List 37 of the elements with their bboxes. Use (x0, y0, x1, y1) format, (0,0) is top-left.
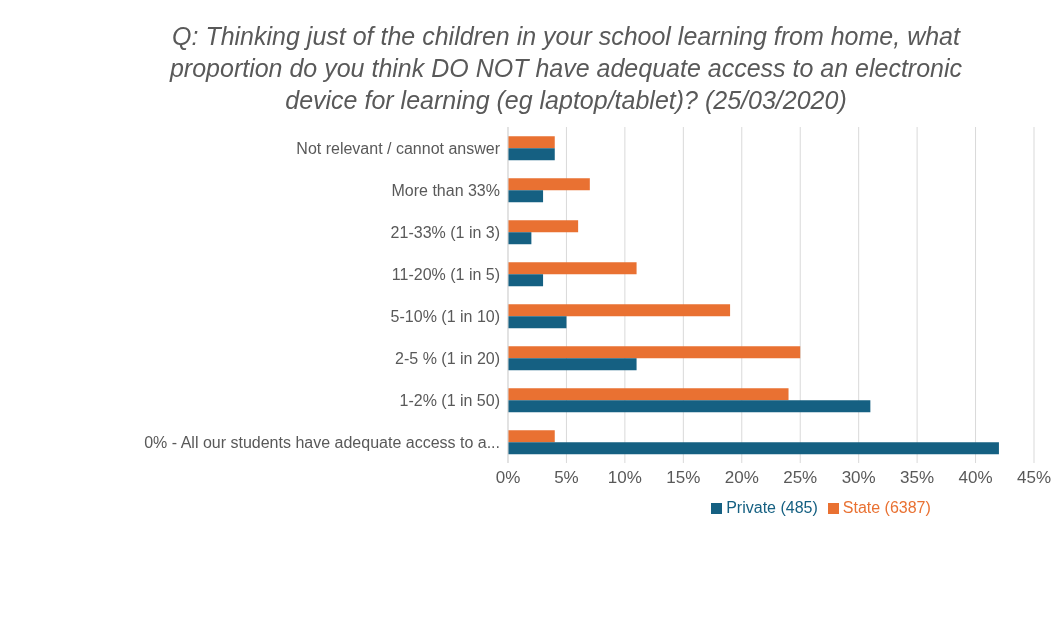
bar (508, 190, 544, 203)
x-tick-label: 20% (724, 468, 759, 488)
x-tick-label: 45% (1016, 468, 1052, 488)
bar (508, 388, 789, 401)
bar (508, 304, 731, 317)
legend-label: State (6387) (842, 499, 931, 516)
bar (508, 232, 532, 245)
bar (508, 316, 567, 329)
bar (508, 274, 544, 287)
y-tick-label: 1-2% (1 in 50) (399, 391, 500, 409)
y-tick-label: 5-10% (1 in 10) (390, 307, 500, 325)
y-tick-label: More than 33% (391, 181, 500, 199)
bar (508, 148, 555, 161)
y-tick-label: 2-5 % (1 in 20) (395, 349, 500, 367)
y-tick-label: 0% - All our students have adequate access to a... (144, 433, 500, 451)
bar (508, 220, 579, 233)
y-tick-label: 21-33% (1 in 3) (390, 223, 500, 241)
bar (508, 442, 999, 455)
bar (508, 358, 637, 371)
bar (508, 430, 555, 443)
bar (508, 400, 871, 413)
x-tick-label: 35% (900, 468, 935, 488)
x-tick-label: 5% (554, 468, 579, 488)
x-tick-label: 15% (666, 468, 701, 488)
x-tick-label: 0% (495, 468, 521, 488)
x-tick-label: 40% (958, 468, 993, 488)
x-tick-label: 30% (841, 468, 876, 488)
bar (508, 346, 801, 359)
bar (508, 178, 590, 191)
x-tick-label: 10% (607, 468, 642, 488)
y-tick-label: Not relevant / cannot answer (296, 139, 501, 157)
chart-title: Q: Thinking just of the children in your school learning from home, what proportion do you think DO NOT have adequate access to an electronic device for learning (eg laptop/tablet)? (25/03/2020) (168, 21, 964, 116)
y-tick-label: 11-20% (1 in 5) (391, 265, 500, 283)
legend-label: Private (485) (726, 499, 818, 516)
bar (508, 136, 555, 149)
bar (508, 262, 637, 275)
x-tick-label: 25% (783, 468, 818, 488)
